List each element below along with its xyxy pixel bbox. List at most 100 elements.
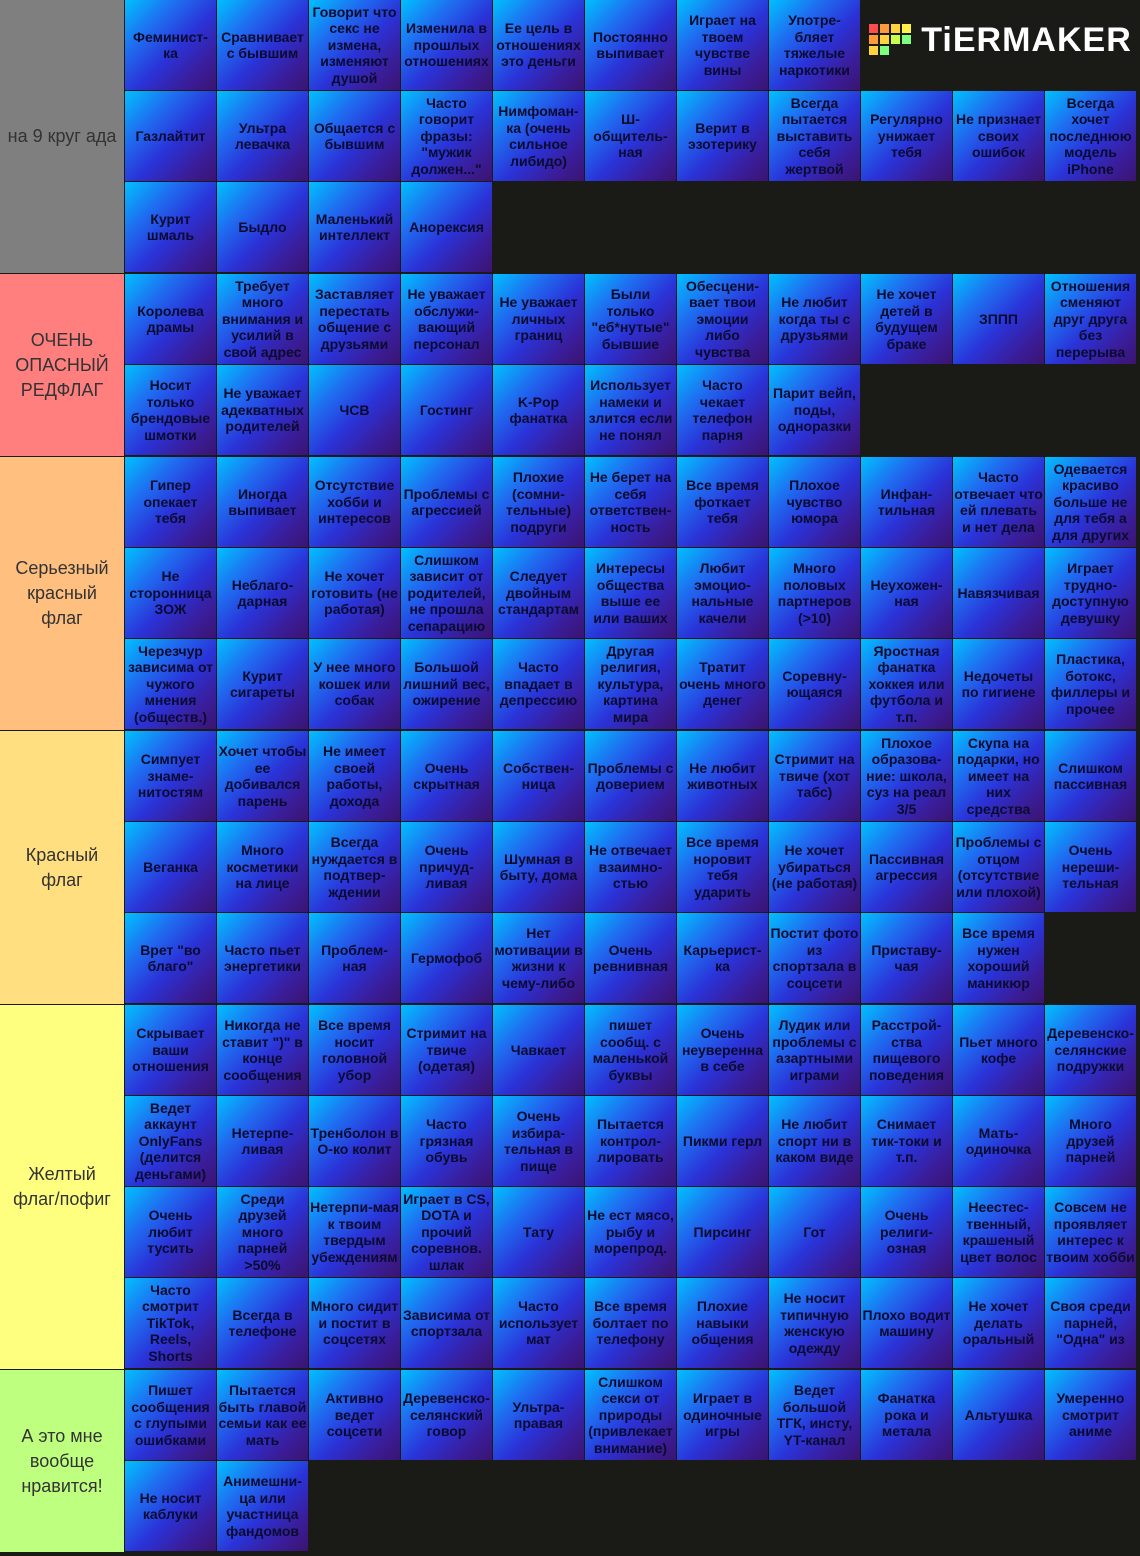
tier-item[interactable]: Часто впадает в депрессию [493,639,584,729]
tier-item[interactable]: Очень скрытная [401,731,492,821]
tier-item[interactable]: Нимфоман-ка (очень сильное либидо) [493,91,584,181]
tier-item[interactable]: Скупа на подарки, но имеет на них средст… [953,731,1044,821]
tier-item[interactable]: Нетерпи-мая к твоим твердым убеждениям [309,1187,400,1277]
tier-item[interactable]: Недочеты по гигиене [953,639,1044,729]
tier-item[interactable]: Сравнивает с бывшим [217,0,308,90]
tier-item[interactable]: Не уважает личных границ [493,274,584,364]
tier-item[interactable]: Всегда в телефоне [217,1278,308,1368]
tier-item[interactable]: Плохое чувство юмора [769,457,860,547]
tier-item[interactable]: Деревенско-селянские подружки [1045,1005,1136,1095]
tier-item[interactable]: Всегда нуждается в подтвер-ждении [309,822,400,912]
tier-item[interactable]: Одевается красиво больше не для тебя а д… [1045,457,1136,547]
tier-item[interactable]: Приставу-чая [861,913,952,1003]
tier-item[interactable]: Много сидит и постит в соцсетях [309,1278,400,1368]
tier-item[interactable]: Очень религи-озная [861,1187,952,1277]
tier-item[interactable]: Своя среди парней, "Одна" из [1045,1278,1136,1368]
tier-item[interactable]: Альтушка [953,1370,1044,1460]
tier-item[interactable]: Симпует знаме-нитостям [125,731,216,821]
tier-item[interactable]: Употре-бляет тяжелые наркотики [769,0,860,90]
tier-item[interactable]: Тратит очень много денег [677,639,768,729]
tier-item[interactable]: Часто чекает телефон парня [677,365,768,455]
tier-item[interactable]: Отсутствие хобби и интересов [309,457,400,547]
tier-item[interactable]: Инфан-тильная [861,457,952,547]
tier-item[interactable]: Стримит на твиче (хот табс) [769,731,860,821]
tier-item[interactable]: Слишком пассивная [1045,731,1136,821]
tier-item[interactable]: Не отвечает взаимно-стью [585,822,676,912]
tier-item[interactable]: Скрывает ваши отношения [125,1005,216,1095]
tier-item[interactable]: Хочет чтобы ее добивался парень [217,731,308,821]
tier-item[interactable]: Не любит животных [677,731,768,821]
tier-item[interactable]: Требует много внимания и усилий в свой а… [217,274,308,364]
tier-item[interactable]: Ведет большой ТГК, инсту, YT-канал [769,1370,860,1460]
tier-item[interactable]: Веганка [125,822,216,912]
tier-item[interactable]: Не ест мясо, рыбу и морепрод. [585,1187,676,1277]
tier-item[interactable]: Очень нереши-тельная [1045,822,1136,912]
tier-item[interactable]: Черезчур зависима от чужого мнения (обще… [125,639,216,729]
tier-item[interactable]: Не признает своих ошибок [953,91,1044,181]
tier-item[interactable]: Феминист-ка [125,0,216,90]
tier-item[interactable]: Курит сигареты [217,639,308,729]
tier-item[interactable]: пишет сообщ. с маленькой буквы [585,1005,676,1095]
tier-item[interactable]: Верит в эзотерику [677,91,768,181]
tier-item[interactable]: Не любит когда ты с друзьями [769,274,860,364]
tier-item[interactable]: Другая религия, культура, картина мира [585,639,676,729]
tier-item[interactable]: Не любит спорт ни в каком виде [769,1096,860,1186]
tier-item[interactable]: Постит фото из спортзала в соцсети [769,913,860,1003]
tier-item[interactable]: Плохие навыки общения [677,1278,768,1368]
tier-item[interactable]: Врет "во благо" [125,913,216,1003]
tier-item[interactable]: Все время фоткает тебя [677,457,768,547]
tier-item[interactable]: Шумная в быту, дома [493,822,584,912]
tier-item[interactable]: Деревенско-селянский говор [401,1370,492,1460]
tier-item[interactable]: Парит вейп, поды, одноразки [769,365,860,455]
tier-item[interactable]: Анимешни-ца или участница фандомов [217,1461,308,1551]
tier-item[interactable]: Не уважает обслужи-вающий персонал [401,274,492,364]
tier-item[interactable]: ЧСВ [309,365,400,455]
tier-item[interactable]: Очень причуд-ливая [401,822,492,912]
tier-item[interactable]: Тату [493,1187,584,1277]
tier-item[interactable]: Не носит типичную женскую одежду [769,1278,860,1368]
tier-item[interactable]: Пьет много кофе [953,1005,1044,1095]
tier-item[interactable]: Интересы общества выше ее или ваших [585,548,676,638]
tier-item[interactable]: Неестес-твенный, крашеный цвет волос [953,1187,1044,1277]
tier-item[interactable]: Следует двойным стандартам [493,548,584,638]
tier-item[interactable]: Регулярно унижает тебя [861,91,952,181]
tier-item[interactable]: Пытается контрол-лировать [585,1096,676,1186]
tier-item[interactable]: У нее много кошек или собак [309,639,400,729]
tier-item[interactable]: Быдло [217,182,308,272]
tier-item[interactable]: Всегда пытается выставить себя жертвой [769,91,860,181]
tier-item[interactable]: Большой лишний вес, ожирение [401,639,492,729]
tier-item[interactable]: Очень ревнивная [585,913,676,1003]
tier-item[interactable]: Проблем-ная [309,913,400,1003]
tier-item[interactable]: Проблемы с доверием [585,731,676,821]
tier-item[interactable]: Пикми герл [677,1096,768,1186]
tier-item[interactable]: Яростная фанатка хоккея или футбола и т.… [861,639,952,729]
tier-item[interactable]: Часто использует мат [493,1278,584,1368]
tier-item[interactable]: Все время норовит тебя ударить [677,822,768,912]
tier-item[interactable]: Тренболон в О-ко колит [309,1096,400,1186]
tier-item[interactable]: Королева драмы [125,274,216,364]
tier-item[interactable]: Все время нужен хороший маникюр [953,913,1044,1003]
tier-item[interactable]: Плохое образова-ние: школа, суз на реал … [861,731,952,821]
tier-item[interactable]: Много друзей парней [1045,1096,1136,1186]
tier-item[interactable]: Гермофоб [401,913,492,1003]
tier-item[interactable]: Общается с бывшим [309,91,400,181]
tier-item[interactable]: Всегда хочет последнюю модель iPhone [1045,91,1136,181]
tier-item[interactable]: Изменила в прошлых отношениях [401,0,492,90]
tier-item[interactable]: Маленький интеллект [309,182,400,272]
tier-item[interactable]: Лудик или проблемы с азартными играми [769,1005,860,1095]
tier-item[interactable]: Стримит на твиче (одетая) [401,1005,492,1095]
tier-item[interactable]: Очень любит тусить [125,1187,216,1277]
tier-item[interactable]: Играет в CS, DOTA и прочий соревнов. шла… [401,1187,492,1277]
tier-item[interactable]: Ведет аккаунт OnlyFans (делится деньгами… [125,1096,216,1186]
tier-item[interactable]: Навязчивая [953,548,1044,638]
tier-item[interactable]: Чавкает [493,1005,584,1095]
tier-item[interactable]: Фанатка рока и метала [861,1370,952,1460]
tier-item[interactable]: Использует намеки и злится если не понял [585,365,676,455]
tier-item[interactable]: Плохие (сомни-тельные) подруги [493,457,584,547]
tier-item[interactable]: Не хочет готовить (не работая) [309,548,400,638]
tier-item[interactable]: Часто пьет энергетики [217,913,308,1003]
tier-item[interactable]: Играет на твоем чувстве вины [677,0,768,90]
tier-item[interactable]: Мать-одиночка [953,1096,1044,1186]
tier-item[interactable]: Неблаго-дарная [217,548,308,638]
tier-item[interactable]: Часто грязная обувь [401,1096,492,1186]
